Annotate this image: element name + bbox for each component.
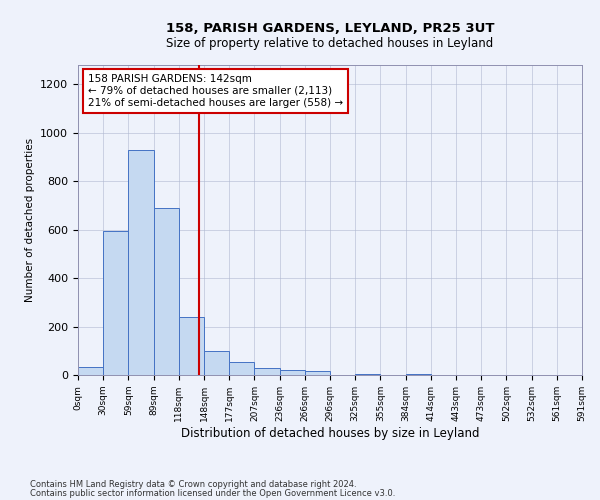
Bar <box>78 366 103 375</box>
Text: 158, PARISH GARDENS, LEYLAND, PR25 3UT: 158, PARISH GARDENS, LEYLAND, PR25 3UT <box>166 22 494 36</box>
Text: Contains public sector information licensed under the Open Government Licence v3: Contains public sector information licen… <box>30 489 395 498</box>
Bar <box>280 370 305 375</box>
Bar <box>229 362 254 375</box>
Bar <box>154 208 179 375</box>
Bar <box>355 374 380 375</box>
Text: Contains HM Land Registry data © Crown copyright and database right 2024.: Contains HM Land Registry data © Crown c… <box>30 480 356 489</box>
Y-axis label: Number of detached properties: Number of detached properties <box>25 138 35 302</box>
Bar <box>204 351 229 375</box>
Bar <box>179 317 204 375</box>
X-axis label: Distribution of detached houses by size in Leyland: Distribution of detached houses by size … <box>181 426 479 440</box>
Bar <box>406 374 431 375</box>
Bar <box>305 372 330 375</box>
Text: Size of property relative to detached houses in Leyland: Size of property relative to detached ho… <box>166 38 494 51</box>
Text: 158 PARISH GARDENS: 142sqm
← 79% of detached houses are smaller (2,113)
21% of s: 158 PARISH GARDENS: 142sqm ← 79% of deta… <box>88 74 343 108</box>
Bar <box>103 231 128 375</box>
Bar <box>128 150 154 375</box>
Bar <box>254 368 280 375</box>
